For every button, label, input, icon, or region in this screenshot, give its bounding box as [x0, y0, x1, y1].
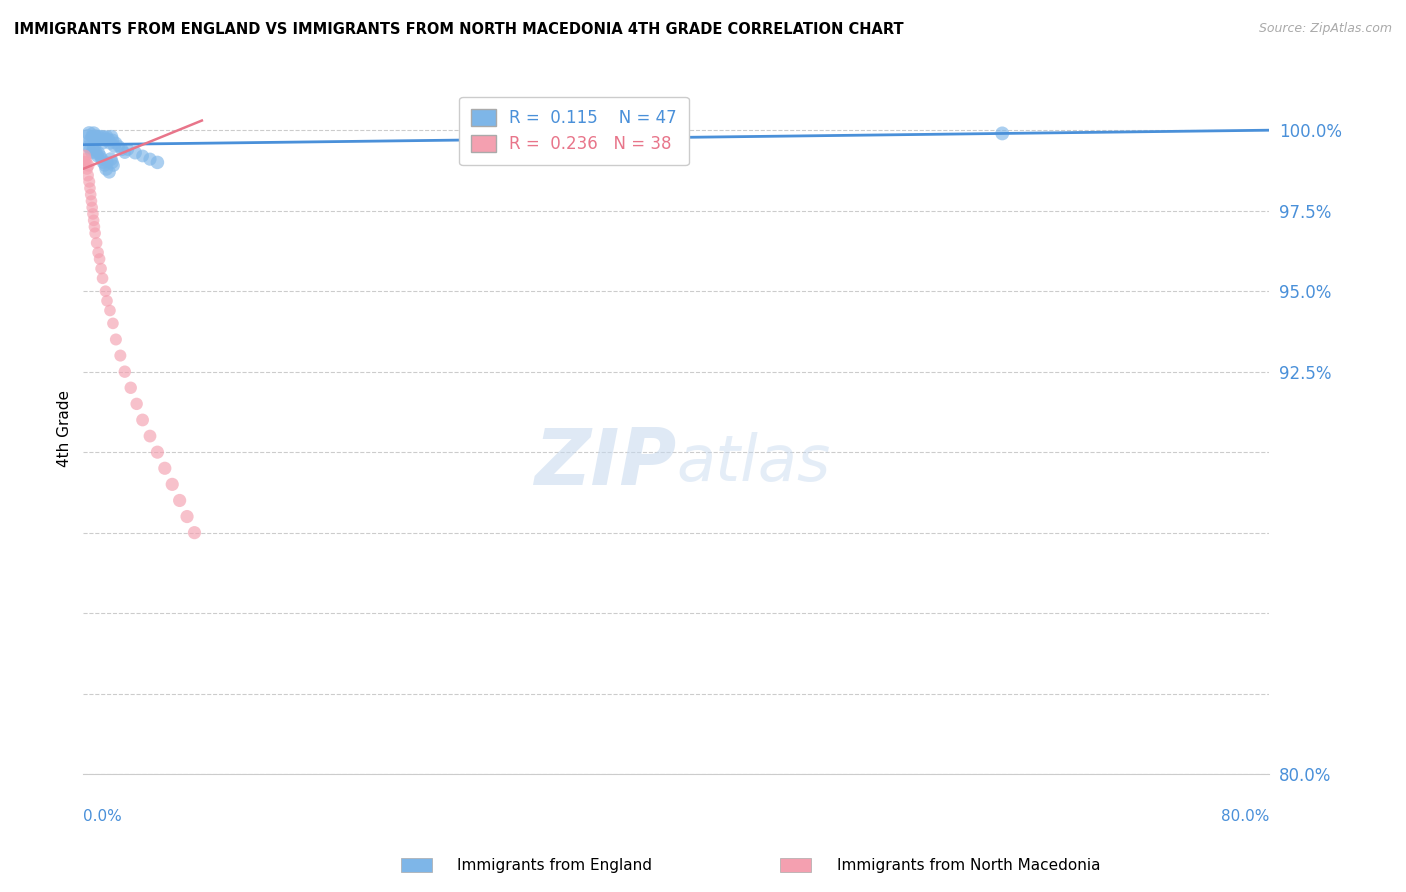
- Point: [110, 349, 132, 363]
- Point: [101, 155, 124, 169]
- Point: [82, 207, 104, 221]
- Point: [104, 333, 127, 347]
- Point: [87, 129, 110, 144]
- Point: [80, 187, 103, 202]
- Point: [94, 284, 117, 298]
- Point: [82, 129, 104, 144]
- Point: [160, 477, 183, 491]
- Point: [104, 136, 127, 150]
- Point: [111, 143, 134, 157]
- Point: [131, 413, 153, 427]
- Point: [169, 493, 191, 508]
- Point: [82, 201, 104, 215]
- Text: 80.0%: 80.0%: [1220, 809, 1270, 823]
- Point: [98, 303, 121, 318]
- Point: [79, 181, 101, 195]
- Point: [82, 143, 104, 157]
- Point: [101, 133, 124, 147]
- Text: Immigrants from North Macedonia: Immigrants from North Macedonia: [837, 858, 1099, 872]
- Point: [77, 159, 100, 173]
- Point: [124, 145, 146, 160]
- Point: [90, 129, 112, 144]
- Text: ZIP: ZIP: [534, 425, 676, 500]
- Point: [89, 133, 111, 147]
- Point: [96, 129, 118, 144]
- Point: [83, 219, 105, 234]
- Point: [153, 461, 176, 475]
- Point: [86, 133, 108, 147]
- Point: [103, 159, 125, 173]
- Point: [98, 136, 121, 150]
- Text: 0.0%: 0.0%: [83, 809, 122, 823]
- Point: [80, 194, 103, 208]
- Point: [114, 145, 136, 160]
- Point: [120, 381, 142, 395]
- Point: [93, 129, 115, 144]
- Point: [991, 127, 1014, 141]
- Point: [80, 133, 103, 147]
- Point: [100, 152, 122, 166]
- Legend: R =  0.115    N = 47, R =  0.236   N = 38: R = 0.115 N = 47, R = 0.236 N = 38: [460, 97, 689, 165]
- Point: [146, 445, 169, 459]
- Point: [83, 213, 105, 227]
- Point: [73, 155, 96, 169]
- Point: [83, 127, 105, 141]
- Point: [77, 127, 100, 141]
- Point: [139, 429, 162, 443]
- Point: [103, 139, 125, 153]
- Point: [75, 152, 97, 166]
- Point: [79, 143, 101, 157]
- Point: [91, 155, 114, 169]
- Point: [77, 175, 100, 189]
- Text: Source: ZipAtlas.com: Source: ZipAtlas.com: [1258, 22, 1392, 36]
- Text: Immigrants from England: Immigrants from England: [457, 858, 652, 872]
- Point: [91, 136, 114, 150]
- Point: [84, 129, 107, 144]
- Point: [84, 226, 107, 240]
- Point: [108, 139, 131, 153]
- Point: [117, 143, 139, 157]
- Point: [89, 149, 111, 163]
- Point: [90, 261, 112, 276]
- Point: [100, 129, 122, 144]
- Point: [91, 271, 114, 285]
- Point: [94, 133, 117, 147]
- Point: [87, 245, 110, 260]
- Point: [76, 168, 98, 182]
- Point: [73, 149, 96, 163]
- Point: [98, 165, 121, 179]
- Point: [76, 161, 98, 176]
- Point: [87, 145, 110, 160]
- Point: [84, 145, 107, 160]
- Point: [83, 139, 105, 153]
- Point: [89, 252, 111, 266]
- Text: atlas: atlas: [676, 432, 831, 493]
- Text: IMMIGRANTS FROM ENGLAND VS IMMIGRANTS FROM NORTH MACEDONIA 4TH GRADE CORRELATION: IMMIGRANTS FROM ENGLAND VS IMMIGRANTS FR…: [14, 22, 904, 37]
- Point: [125, 397, 148, 411]
- Point: [146, 155, 169, 169]
- Point: [86, 235, 108, 250]
- Point: [75, 155, 97, 169]
- Point: [76, 129, 98, 144]
- Point: [90, 152, 112, 166]
- Point: [176, 509, 198, 524]
- Point: [183, 525, 205, 540]
- Point: [96, 293, 118, 308]
- Point: [86, 149, 108, 163]
- Point: [114, 365, 136, 379]
- Point: [94, 159, 117, 173]
- Y-axis label: 4th Grade: 4th Grade: [58, 390, 72, 467]
- Point: [97, 155, 120, 169]
- Point: [97, 133, 120, 147]
- Point: [131, 149, 153, 163]
- Point: [80, 145, 103, 160]
- Point: [96, 161, 118, 176]
- Point: [77, 139, 100, 153]
- Point: [139, 152, 162, 166]
- Point: [101, 317, 124, 331]
